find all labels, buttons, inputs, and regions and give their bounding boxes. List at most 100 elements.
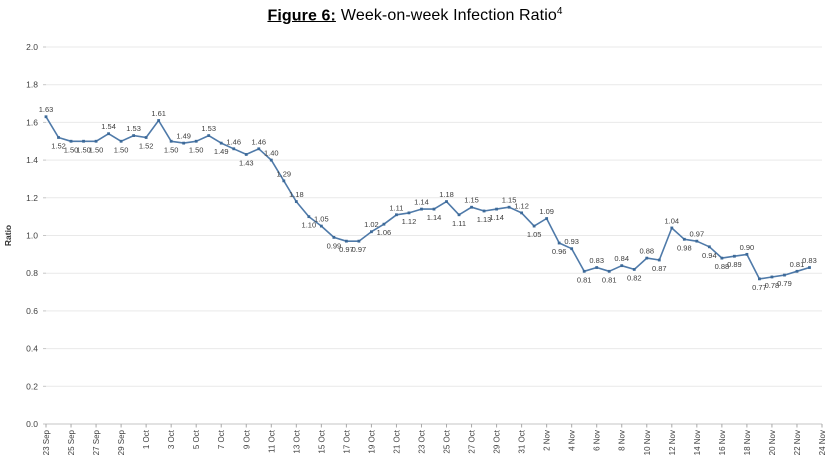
data-point-label: 1.04 [665,216,680,225]
x-axis-tick-label: 22 Nov [793,430,802,455]
data-point-label: 1.54 [101,122,116,131]
data-point-marker [57,136,60,139]
data-point-label: 0.81 [602,275,617,284]
data-point-marker [482,209,486,213]
data-point-marker [720,256,724,260]
data-point-label: 1.52 [139,141,154,150]
data-point-label: 1.50 [114,145,129,154]
data-point-label: 1.13 [477,215,492,224]
figure-title-text: Week-on-week Infection Ratio [340,7,557,25]
data-point-marker [44,115,48,119]
data-point-label: 1.63 [39,105,54,114]
data-point-marker [194,139,198,143]
x-axis-tick-label: 7 Oct [217,429,226,449]
x-axis-tick-label: 9 Oct [242,429,251,449]
data-point-label: 1.46 [226,137,241,146]
data-point-marker [495,207,498,211]
x-axis-tick-label: 17 Oct [342,429,351,453]
data-point-label: 1.14 [414,198,429,207]
data-point-label: 1.46 [251,137,266,146]
data-point-marker [232,147,236,151]
data-point-label: 0.87 [652,264,667,273]
data-point-label: 1.05 [527,230,542,239]
data-point-label: 0.97 [352,245,367,254]
data-point-marker [607,269,611,273]
data-point-marker [357,239,361,243]
data-point-marker [758,277,761,281]
data-point-label: 0.97 [339,245,354,254]
x-axis-tick-label: 14 Nov [693,430,702,455]
x-axis-tick-label: 21 Oct [392,429,401,453]
data-point-marker [269,158,273,162]
x-axis-tick-label: 3 Oct [167,429,176,449]
data-point-marker [395,213,398,217]
data-point-marker [144,136,148,139]
data-point-label: 0.90 [740,243,755,252]
data-point-marker [407,211,411,215]
data-point-marker [770,275,774,279]
data-point-marker [332,235,336,239]
data-point-label: 1.50 [164,145,179,154]
data-point-label: 1.14 [427,213,442,222]
x-axis-tick-label: 12 Nov [668,430,677,455]
data-point-marker [808,266,811,269]
data-point-label: 0.88 [639,247,654,256]
x-axis-tick-label: 2 Nov [543,430,552,451]
x-axis-tick-label: 24 Nov [818,430,827,455]
data-point-label: 1.12 [514,201,529,210]
data-point-label: 1.12 [402,217,417,226]
data-point-label: 1.15 [464,196,479,205]
data-point-label: 0.93 [564,237,579,246]
data-point-marker [557,241,561,245]
data-point-label: 1.10 [302,221,317,230]
data-point-marker [632,268,636,271]
x-axis-tick-label: 5 Oct [192,429,201,449]
x-axis-tick-label: 25 Oct [443,429,452,453]
data-point-label: 1.43 [239,158,254,167]
data-point-marker [432,207,436,211]
data-point-marker [507,205,511,209]
data-point-label: 0.79 [777,279,792,288]
data-point-marker [219,141,223,145]
data-point-marker [294,200,298,203]
y-axis-tick-label: 1.0 [26,231,38,241]
data-point-marker [244,153,248,156]
data-point-marker [745,252,749,256]
y-axis-tick-label: 1.2 [26,193,38,203]
data-point-marker [670,226,674,230]
data-point-label: 1.15 [502,196,517,205]
data-point-label: 0.83 [589,256,604,265]
data-point-label: 0.78 [765,281,780,290]
data-point-marker [457,213,461,217]
data-point-marker [545,217,549,220]
data-point-marker [783,273,786,277]
data-point-label: 0.96 [552,247,567,256]
figure-title: Figure 6: Week-on-week Infection Ratio4 [0,6,830,25]
data-point-marker [445,200,448,203]
data-point-marker [182,141,186,145]
data-point-marker [344,239,348,243]
data-point-label: 0.88 [715,262,730,271]
figure-label: Figure 6: [267,7,336,25]
data-point-label: 0.82 [627,273,642,282]
x-axis-tick-label: 29 Sep [117,429,126,455]
data-point-label: 1.02 [364,220,379,229]
data-point-marker [382,222,386,226]
data-point-label: 1.61 [151,109,166,118]
data-point-label: 0.98 [677,243,692,252]
x-axis-tick-label: 23 Sep [42,429,51,455]
data-point-marker [570,247,574,251]
data-point-label: 1.18 [439,190,454,199]
data-point-marker [169,139,173,143]
data-point-label: 1.50 [89,145,104,154]
data-point-label: 1.29 [277,169,292,178]
y-axis-tick-label: 0.4 [26,344,38,354]
y-axis-title: Ratio [3,225,13,246]
data-point-marker [732,254,736,258]
data-point-label: 1.05 [314,215,329,224]
data-point-marker [282,179,286,183]
x-axis-tick-label: 15 Oct [317,429,326,453]
data-point-label: 1.06 [377,228,392,237]
data-point-label: 1.53 [201,124,216,133]
